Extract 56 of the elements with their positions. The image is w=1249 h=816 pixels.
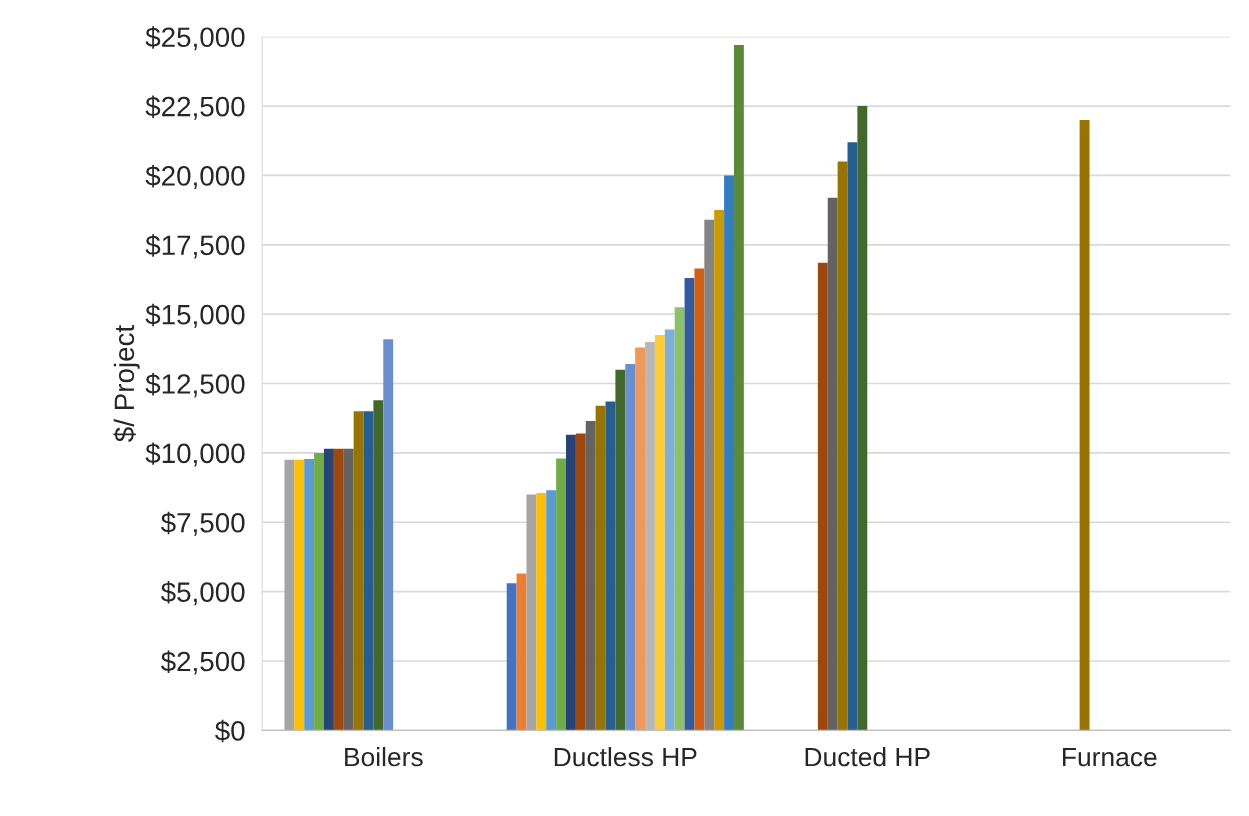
bar	[536, 493, 547, 731]
bar	[506, 583, 517, 731]
bar	[714, 210, 725, 731]
x-tick-label: Boilers	[345, 746, 423, 767]
y-tick-label: $20,000	[145, 164, 245, 190]
y-tick-label: $12,500	[145, 373, 245, 398]
y-tick-label: $2,500	[160, 650, 245, 675]
bar	[565, 434, 576, 731]
x-tick-label: Furnace	[1063, 747, 1157, 767]
bar	[674, 307, 685, 731]
bar	[664, 329, 675, 731]
bar	[827, 197, 838, 731]
bar	[294, 459, 305, 731]
bar	[654, 334, 665, 731]
bar	[605, 401, 616, 731]
bar	[684, 278, 695, 731]
y-tick-label: $7,500	[160, 511, 245, 536]
bar	[1079, 119, 1090, 731]
y-tick-label: $25,000	[145, 26, 245, 51]
y-tick-label: $10,000	[145, 442, 245, 467]
bar	[575, 433, 586, 731]
bar	[526, 494, 537, 731]
bar	[333, 448, 344, 731]
bar	[556, 458, 566, 731]
bar	[847, 142, 858, 731]
bar	[817, 262, 828, 731]
bar	[733, 45, 744, 731]
bar	[625, 364, 636, 731]
bar	[724, 175, 734, 731]
x-tick-label: Ducted HP	[805, 746, 930, 767]
bar	[837, 161, 848, 731]
y-tick-label: $0	[215, 719, 245, 743]
bar	[314, 452, 324, 731]
bar	[363, 411, 374, 731]
bar	[615, 369, 626, 731]
bar	[353, 411, 364, 731]
bar	[704, 219, 715, 731]
y-tick-label: $15,000	[145, 303, 245, 328]
bar	[304, 458, 315, 731]
bar	[383, 339, 394, 731]
y-tick-label: $22,500	[145, 95, 245, 120]
y-tick-label: $5,000	[160, 581, 245, 606]
bar	[857, 106, 868, 731]
bar	[516, 573, 527, 731]
bar	[373, 400, 384, 731]
bar	[343, 448, 354, 731]
bar	[694, 268, 705, 731]
y-tick-label: $17,500	[145, 234, 245, 259]
bar	[284, 459, 295, 731]
bar	[585, 420, 596, 731]
bar	[595, 405, 606, 731]
x-tick-label: Ductless HP	[554, 746, 697, 767]
bar	[635, 347, 646, 731]
y-axis-title: $/ Project	[113, 325, 140, 442]
bar	[546, 490, 557, 731]
bar	[324, 448, 334, 731]
